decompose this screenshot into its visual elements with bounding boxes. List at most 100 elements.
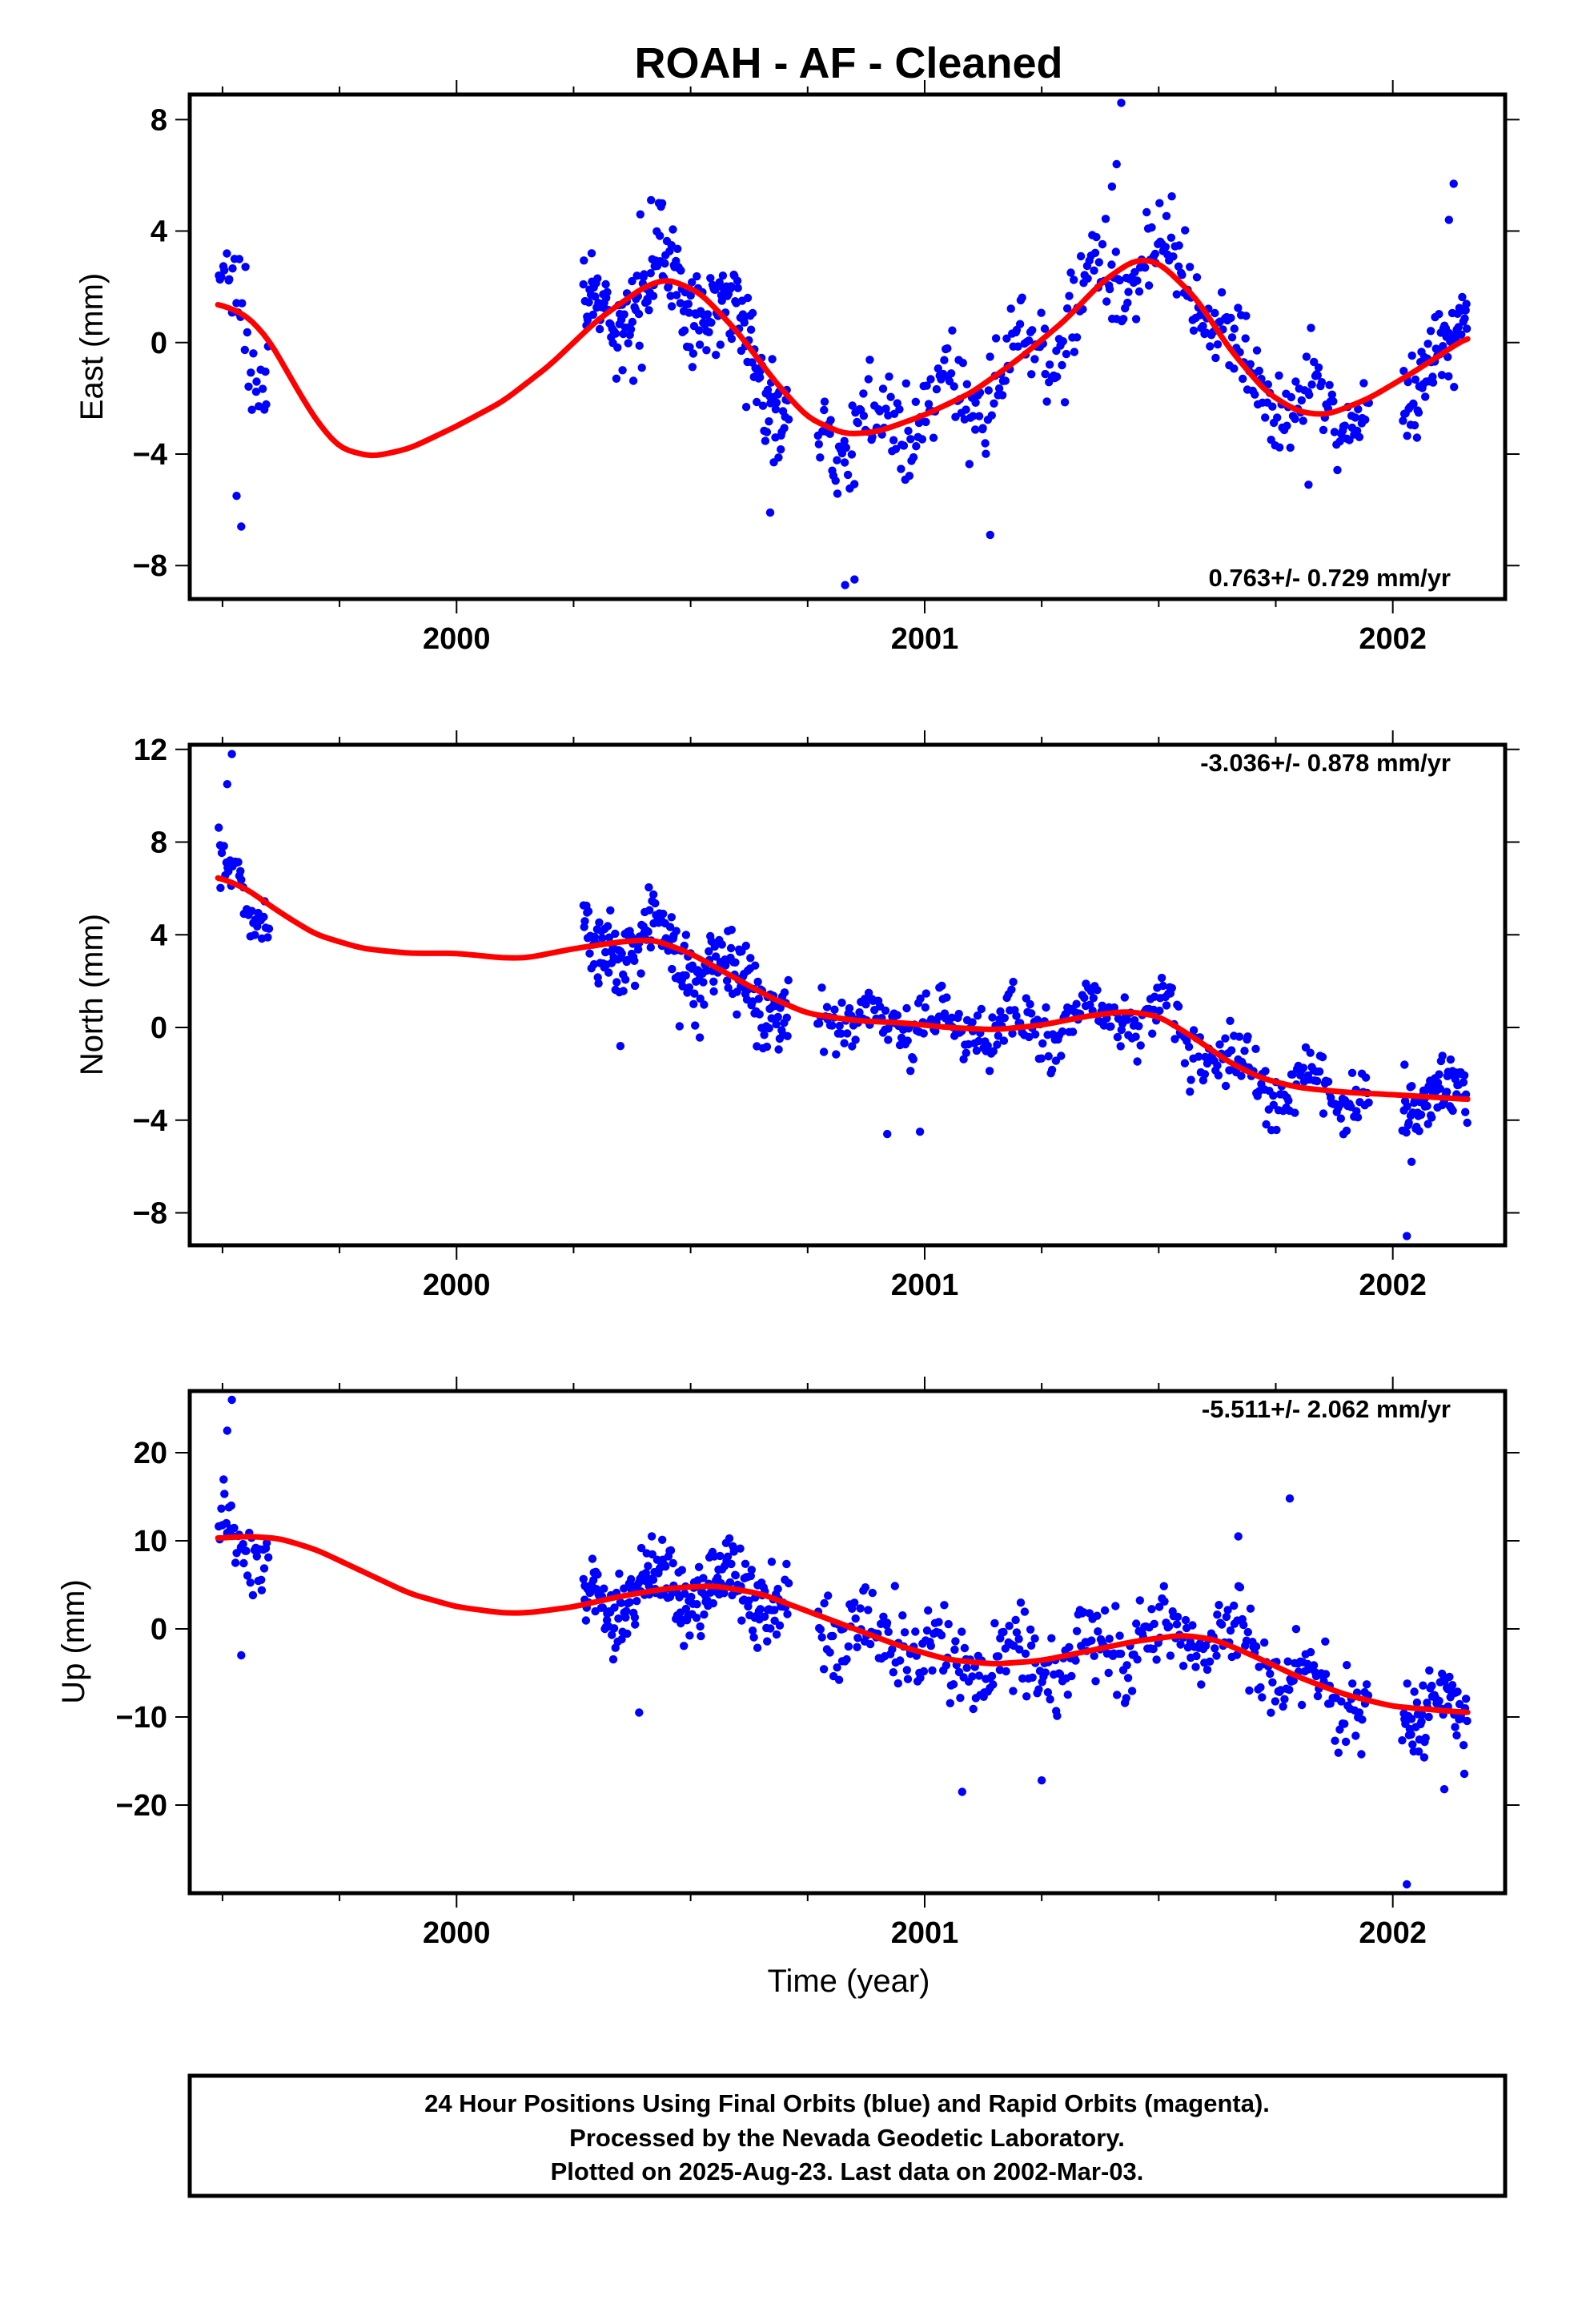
up-data-point: [1256, 1683, 1265, 1692]
north-data-point: [1336, 1114, 1346, 1123]
east-data-point: [1062, 349, 1071, 359]
up-data-point: [227, 1395, 236, 1405]
east-trend-line: [215, 257, 1471, 459]
up-data-point: [1266, 1669, 1275, 1679]
north-data-point: [828, 1021, 837, 1030]
up-data-point: [608, 1630, 616, 1639]
up-data-point: [1235, 1582, 1245, 1592]
east-data-point: [667, 302, 677, 311]
north-data-point: [659, 909, 668, 919]
up-data-point: [1026, 1641, 1036, 1650]
east-data-point: [1119, 315, 1128, 324]
east-data-point: [1291, 414, 1299, 424]
east-data-point: [1141, 263, 1150, 272]
north-data-point: [1133, 1057, 1142, 1066]
east-data-point: [895, 405, 904, 414]
north-data-point: [760, 1031, 769, 1039]
east-data-point: [911, 397, 921, 406]
north-data-point: [774, 1045, 783, 1054]
east-data-point: [1330, 428, 1339, 436]
east-data-point: [1426, 327, 1435, 336]
east-data-point: [591, 292, 600, 301]
up-data-point: [1065, 1642, 1074, 1651]
east-y-tick-label: −8: [133, 549, 167, 583]
north-data-point: [1189, 1026, 1199, 1035]
east-data-point: [1354, 404, 1363, 414]
up-data-point: [784, 1578, 793, 1588]
north-data-point: [1438, 1051, 1447, 1060]
east-data-point: [990, 399, 998, 408]
up-data-point: [1005, 1622, 1014, 1630]
up-data-point: [737, 1616, 746, 1625]
north-data-point: [1037, 1054, 1046, 1063]
up-data-point: [1223, 1606, 1232, 1614]
up-data-point: [1285, 1494, 1295, 1503]
north-data-point: [1180, 1059, 1190, 1068]
up-data-point: [1188, 1621, 1197, 1630]
north-data-point: [630, 981, 640, 991]
east-y-tick-label: 4: [151, 215, 167, 249]
north-data-point: [893, 1011, 902, 1019]
north-data-points: [215, 750, 1472, 1240]
north-data-point: [711, 952, 721, 961]
east-data-point: [1410, 420, 1419, 430]
north-data-point: [972, 1046, 982, 1055]
up-data-point: [1445, 1672, 1454, 1682]
east-data-point: [948, 326, 957, 335]
east-data-point: [705, 328, 713, 336]
north-data-point: [993, 1040, 1002, 1049]
up-data-point: [1028, 1673, 1037, 1682]
north-data-point: [832, 1050, 841, 1059]
east-data-point: [1299, 416, 1307, 425]
east-data-point: [706, 274, 715, 283]
north-data-point: [263, 933, 272, 942]
north-marks: 2000 2001 2002 −8 −4 0 4 8 12: [133, 730, 1520, 1302]
east-data-point: [1407, 351, 1416, 360]
north-data-point: [753, 977, 762, 987]
north-data-point: [954, 1009, 963, 1019]
north-data-point: [604, 968, 613, 977]
north-data-point: [1416, 1110, 1426, 1120]
up-data-point: [729, 1547, 738, 1556]
east-data-point: [826, 416, 835, 424]
up-data-point: [760, 1612, 769, 1622]
north-y-tick-label: 0: [151, 1011, 167, 1045]
up-data-point: [747, 1566, 756, 1574]
north-data-point: [1093, 986, 1102, 995]
east-data-point: [251, 388, 261, 396]
east-data-point: [982, 449, 990, 458]
up-data-point: [685, 1631, 694, 1640]
up-data-point: [900, 1628, 909, 1637]
east-data-point: [962, 405, 970, 414]
east-data-point: [1255, 366, 1264, 376]
north-data-point: [1364, 1098, 1373, 1108]
up-data-point: [1113, 1691, 1122, 1699]
east-data-point: [1094, 258, 1104, 267]
east-data-point: [243, 328, 251, 337]
east-data-point: [669, 225, 677, 234]
east-data-point: [1092, 232, 1101, 242]
north-data-point: [994, 1031, 1003, 1040]
east-data-point: [940, 356, 949, 364]
up-data-point: [960, 1643, 970, 1653]
east-data-point: [1230, 364, 1239, 373]
east-data-point: [1217, 287, 1227, 297]
east-data-point: [1042, 397, 1051, 406]
east-data-point: [611, 329, 620, 338]
east-data-point: [865, 356, 874, 364]
north-data-point: [685, 983, 694, 992]
east-data-point: [978, 424, 987, 432]
up-data-point: [632, 1597, 641, 1606]
north-data-point: [819, 1047, 829, 1056]
east-data-point: [771, 405, 781, 414]
north-data-point: [817, 983, 826, 992]
up-data-point: [817, 1633, 826, 1642]
north-data-point: [216, 883, 225, 893]
east-data-point: [1169, 252, 1178, 261]
east-data-point: [620, 310, 628, 319]
east-data-point: [847, 450, 857, 459]
up-data-point: [928, 1666, 937, 1675]
up-data-point: [1291, 1625, 1301, 1634]
east-data-point: [1437, 371, 1447, 380]
east-data-point: [1403, 377, 1412, 387]
